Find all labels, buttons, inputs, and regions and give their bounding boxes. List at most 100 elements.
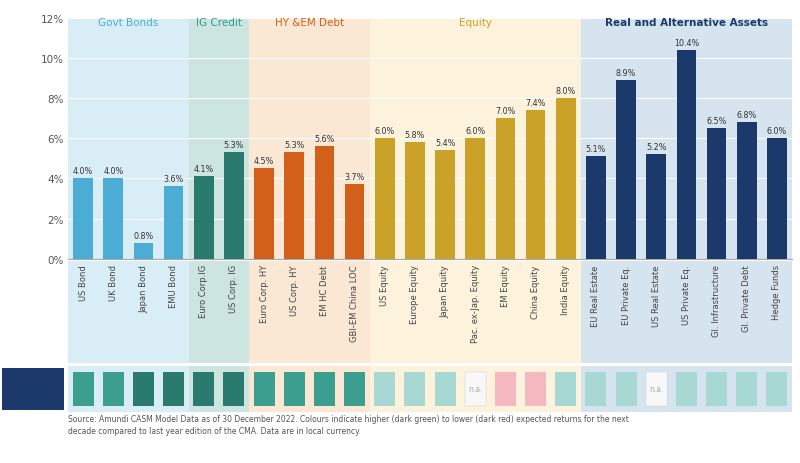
Bar: [370, 19, 581, 259]
Text: US Private Eq.: US Private Eq.: [682, 265, 691, 324]
Text: n.a.: n.a.: [468, 385, 482, 394]
Bar: [526, 111, 546, 259]
Text: 4.0%: 4.0%: [73, 167, 94, 176]
Bar: [68, 366, 189, 412]
Bar: [194, 177, 214, 259]
Bar: [586, 157, 606, 259]
Text: 4.0%: 4.0%: [103, 167, 123, 176]
Bar: [434, 372, 456, 407]
Text: EU Private Eq.: EU Private Eq.: [622, 265, 630, 324]
Bar: [466, 139, 485, 259]
Bar: [556, 99, 575, 259]
Bar: [767, 139, 786, 259]
Bar: [249, 262, 370, 363]
Text: EM Equity: EM Equity: [501, 265, 510, 307]
Text: Gl. Infrastructure: Gl. Infrastructure: [712, 265, 721, 337]
Bar: [163, 372, 184, 407]
Bar: [581, 19, 792, 259]
Text: Euro Corp.IG: Euro Corp.IG: [199, 265, 208, 318]
Text: Hedge Funds: Hedge Funds: [773, 265, 782, 319]
Text: 7.0%: 7.0%: [495, 107, 516, 116]
Bar: [224, 153, 244, 259]
Bar: [646, 155, 666, 259]
Bar: [254, 372, 274, 407]
Text: 0.8%: 0.8%: [134, 231, 154, 240]
Bar: [254, 169, 274, 259]
Bar: [345, 185, 364, 259]
Text: Japan Bond: Japan Bond: [139, 265, 148, 313]
Text: EM HC Debt: EM HC Debt: [320, 265, 329, 315]
Bar: [465, 372, 486, 407]
Text: US Bond: US Bond: [78, 265, 87, 300]
Bar: [581, 366, 792, 412]
Bar: [189, 366, 249, 412]
Text: Equity: Equity: [458, 18, 492, 28]
Text: US Real Estate: US Real Estate: [652, 265, 661, 326]
Text: Pac. ex-Jap. Equity: Pac. ex-Jap. Equity: [470, 265, 480, 343]
Bar: [314, 372, 335, 407]
Bar: [164, 187, 183, 259]
Text: 8.0%: 8.0%: [556, 87, 576, 96]
Text: 5.2%: 5.2%: [646, 143, 666, 152]
Bar: [766, 372, 787, 407]
Bar: [586, 372, 606, 407]
Text: IG Credit: IG Credit: [196, 18, 242, 28]
Text: Euro Corp. HY: Euro Corp. HY: [259, 265, 269, 323]
Bar: [73, 372, 94, 407]
Bar: [736, 372, 758, 407]
Bar: [435, 151, 455, 259]
Bar: [134, 243, 154, 259]
Text: 5.1%: 5.1%: [586, 145, 606, 154]
Text: US Equity: US Equity: [380, 265, 390, 305]
Bar: [676, 372, 697, 407]
Bar: [133, 372, 154, 407]
Text: 6.0%: 6.0%: [374, 127, 395, 136]
Text: US Corp. IG: US Corp. IG: [230, 265, 238, 313]
Text: 5.8%: 5.8%: [405, 131, 425, 140]
Bar: [249, 366, 370, 412]
Text: Real and Alternative Assets: Real and Alternative Assets: [605, 18, 768, 28]
Text: Japan Equity: Japan Equity: [441, 265, 450, 317]
Bar: [370, 366, 581, 412]
Bar: [223, 372, 245, 407]
Bar: [103, 179, 123, 259]
Bar: [525, 372, 546, 407]
Bar: [616, 81, 636, 259]
Bar: [581, 262, 792, 363]
Text: 5.3%: 5.3%: [284, 141, 305, 150]
Bar: [68, 262, 189, 363]
Bar: [284, 372, 305, 407]
Bar: [706, 372, 727, 407]
Text: UK Bond: UK Bond: [109, 265, 118, 300]
Bar: [74, 179, 93, 259]
Text: 4.5%: 4.5%: [254, 157, 274, 166]
Text: 3.7%: 3.7%: [344, 173, 365, 182]
Bar: [615, 372, 637, 407]
Text: GBI-EM China LOC: GBI-EM China LOC: [350, 265, 359, 341]
Bar: [374, 372, 395, 407]
Bar: [370, 262, 581, 363]
Bar: [193, 372, 214, 407]
Text: China Equity: China Equity: [531, 265, 540, 318]
Text: HY &EM Debt: HY &EM Debt: [274, 18, 344, 28]
Bar: [646, 372, 667, 407]
Text: EU Real Estate: EU Real Estate: [591, 265, 601, 326]
Bar: [555, 372, 576, 407]
Text: Europe Equity: Europe Equity: [410, 265, 419, 324]
Text: 10.4%: 10.4%: [674, 38, 699, 48]
Text: 3.6%: 3.6%: [163, 175, 184, 184]
Bar: [404, 372, 426, 407]
Text: 4.1%: 4.1%: [194, 165, 214, 174]
Text: n.a.: n.a.: [649, 385, 663, 394]
Bar: [706, 129, 726, 259]
Text: 6.0%: 6.0%: [766, 127, 787, 136]
Text: Govt Bonds: Govt Bonds: [98, 18, 158, 28]
Text: EMU Bond: EMU Bond: [169, 265, 178, 307]
Text: 5.3%: 5.3%: [224, 141, 244, 150]
Bar: [737, 123, 757, 259]
Text: Gl. Private Debt: Gl. Private Debt: [742, 265, 751, 331]
Bar: [344, 372, 365, 407]
Bar: [677, 50, 696, 259]
Bar: [375, 139, 394, 259]
Bar: [495, 372, 516, 407]
